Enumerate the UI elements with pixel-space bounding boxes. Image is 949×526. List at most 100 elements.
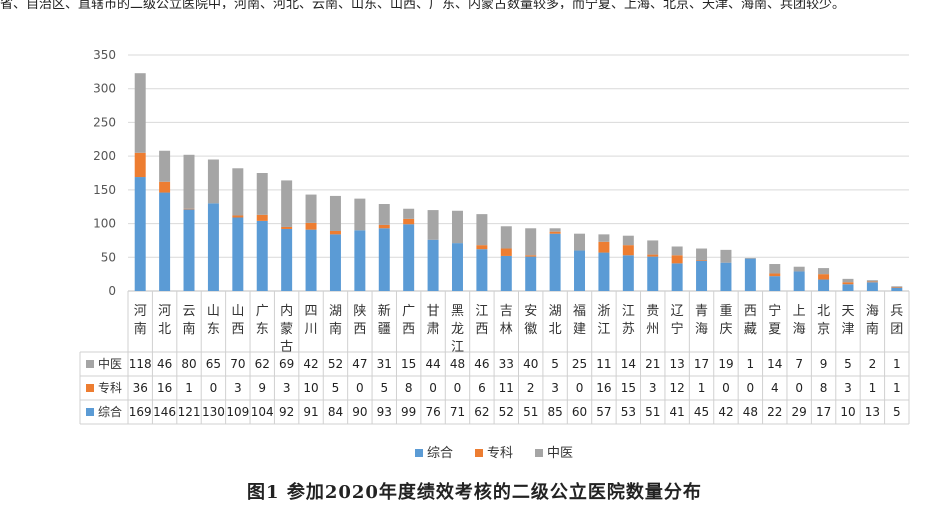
data-label: 62 [255,357,270,371]
bar-中医-黑龙江 [451,210,463,244]
bar-中医-上海 [793,266,805,272]
category-label: 新疆 [378,303,391,337]
data-label: 65 [206,357,221,371]
bar-专科-新疆 [378,224,390,229]
data-label: 3 [234,381,242,395]
bar-专科-河北 [159,181,171,193]
data-table: 中医 118 46 80 65 70 62 69 42 52 47 31 15 44 48 46 33 40 5 25… [79,351,910,425]
category-label: 辽宁 [671,304,684,337]
bar-中医-贵州 [647,240,659,255]
bar-专科-湖北 [549,231,561,234]
data-label: 21 [645,357,660,371]
bar-综合-湖南 [329,234,341,291]
data-label: 52 [499,405,514,419]
data-label: 0 [722,381,730,395]
bar-综合-山西 [232,217,244,291]
bar-专科-辽宁 [671,255,683,264]
legend-swatch-中医 [535,449,543,457]
y-tick-label: 350 [93,48,116,62]
bar-中医-新疆 [378,204,390,225]
bar-中医-山西 [232,168,244,216]
data-label: 15 [401,357,416,371]
row-label: 综合 [98,404,122,419]
category-label: 河北 [158,304,171,337]
bar-综合-天津 [842,284,854,291]
data-label: 42 [718,405,733,419]
category-label: 北京 [817,304,830,337]
data-label: 92 [279,405,294,419]
data-label: 121 [178,405,201,419]
bar-综合-海南 [866,282,878,291]
data-label: 51 [645,405,660,419]
bar-专科-北京 [818,274,830,280]
data-label: 48 [743,405,758,419]
category-label: 湖南 [329,304,342,337]
category-label: 黑龙江 [451,304,464,355]
legend-key-中医 [86,360,94,368]
bar-专科-江西 [476,245,488,250]
legend-label: 专科 [487,446,513,461]
bar-综合-四川 [305,229,317,291]
data-label: 3 [844,381,852,395]
bar-综合-福建 [574,250,586,291]
data-label: 90 [352,405,367,419]
data-label: 22 [767,405,782,419]
data-label: 13 [865,405,880,419]
data-label: 36 [133,381,148,395]
data-label: 5 [551,357,559,371]
data-label: 33 [499,357,514,371]
category-label: 宁夏 [768,303,781,337]
bar-专科-兵团 [891,286,903,288]
bar-中医-北京 [818,268,830,275]
bar-中医-西藏 [744,257,756,259]
bar-中医-辽宁 [671,246,683,256]
category-label: 甘肃 [427,304,440,337]
data-label: 130 [202,405,225,419]
data-label: 2 [869,357,877,371]
data-label: 57 [596,405,611,419]
bar-综合-云南 [183,209,195,291]
data-label: 9 [258,381,266,395]
bar-中医-湖南 [329,195,341,231]
bar-专科-广东 [256,214,268,221]
data-label: 0 [210,381,218,395]
data-label: 42 [303,357,318,371]
bar-综合-广东 [256,220,268,291]
data-label: 15 [621,381,636,395]
data-label: 8 [820,381,828,395]
data-label: 118 [129,357,152,371]
category-label: 四川 [305,304,318,337]
bar-综合-青海 [696,260,708,291]
bar-综合-西藏 [744,258,756,291]
data-label: 19 [718,357,733,371]
row-label: 中医 [98,356,122,371]
data-label: 60 [572,405,587,419]
bar-综合-兵团 [891,287,903,291]
data-label: 11 [499,381,514,395]
bar-中医-海南 [866,280,878,282]
bar-中医-江西 [476,214,488,246]
bar-中医-湖北 [549,228,561,232]
bar-综合-河南 [134,177,146,291]
data-label: 10 [840,405,855,419]
data-label: 8 [405,381,413,395]
data-label: 51 [523,405,538,419]
bar-中医-广东 [256,173,268,215]
bar-专科-宁夏 [769,273,781,277]
data-label: 25 [572,357,587,371]
data-label: 7 [795,357,803,371]
figure-caption: 图1 参加2020年度绩效考核的二级公立医院数量分布 [247,482,702,503]
category-label: 浙江 [597,304,610,337]
data-label: 13 [670,357,685,371]
data-label: 91 [303,405,318,419]
bar-中医-兵团 [891,286,903,287]
data-label: 146 [153,405,176,419]
data-label: 47 [352,357,367,371]
data-label: 16 [596,381,611,395]
data-label: 3 [551,381,559,395]
bar-中医-河南 [134,73,146,153]
bar-综合-江苏 [622,255,634,291]
bar-专科-四川 [305,222,317,230]
category-label: 湖北 [549,304,562,337]
category-label: 云南 [183,304,196,337]
